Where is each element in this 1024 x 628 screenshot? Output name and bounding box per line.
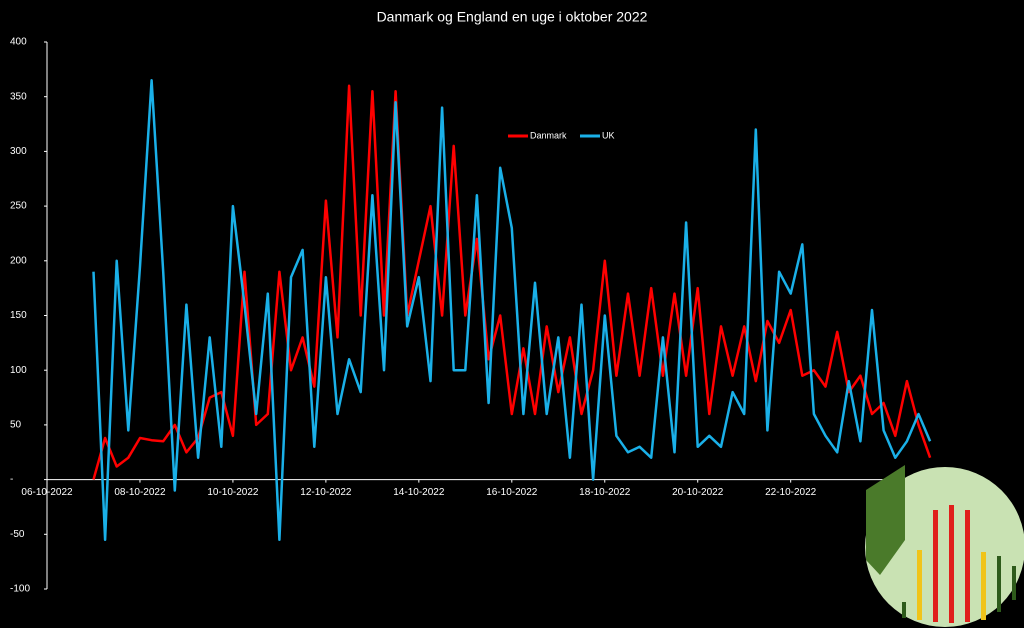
series-line <box>92 79 932 542</box>
y-tick-label: 150 <box>10 310 27 321</box>
y-tick-label: 50 <box>10 420 22 431</box>
x-tick-label: 22-10-2022 <box>765 487 817 498</box>
y-tick-label: 300 <box>10 146 27 157</box>
chart-title: Danmark og England en uge i oktober 2022 <box>377 9 648 25</box>
x-tick-label: 10-10-2022 <box>207 487 259 498</box>
x-tick-label: 06-10-2022 <box>21 487 73 498</box>
logo <box>865 465 1024 627</box>
y-tick-label: 100 <box>10 365 27 376</box>
x-tick-label: 14-10-2022 <box>393 487 445 498</box>
x-tick-label: 18-10-2022 <box>579 487 631 498</box>
y-tick-label: - <box>10 474 13 485</box>
y-tick-label: 350 <box>10 91 27 102</box>
x-tick-label: 08-10-2022 <box>114 487 166 498</box>
series-line <box>92 84 932 480</box>
y-tick-label: 400 <box>10 37 27 48</box>
x-tick-label: 20-10-2022 <box>672 487 724 498</box>
y-tick-label: 200 <box>10 255 27 266</box>
y-tick-label: -50 <box>10 529 25 540</box>
legend-label: UK <box>602 130 615 140</box>
y-tick-label: 250 <box>10 201 27 212</box>
x-tick-label: 16-10-2022 <box>486 487 538 498</box>
x-tick-label: 12-10-2022 <box>300 487 352 498</box>
y-tick-label: -100 <box>10 584 30 595</box>
legend-label: Danmark <box>530 130 567 140</box>
